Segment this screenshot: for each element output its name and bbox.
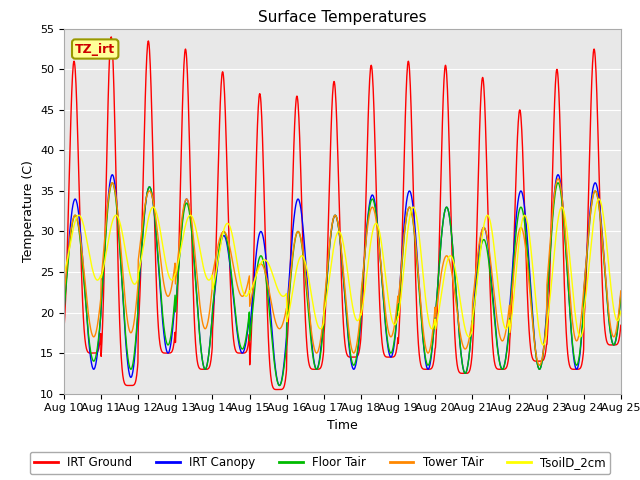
Legend: IRT Ground, IRT Canopy, Floor Tair, Tower TAir, TsoilD_2cm: IRT Ground, IRT Canopy, Floor Tair, Towe… [29,452,611,474]
X-axis label: Time: Time [327,419,358,432]
Title: Surface Temperatures: Surface Temperatures [258,10,427,25]
Y-axis label: Temperature (C): Temperature (C) [22,160,35,262]
Text: TZ_irt: TZ_irt [75,43,115,56]
